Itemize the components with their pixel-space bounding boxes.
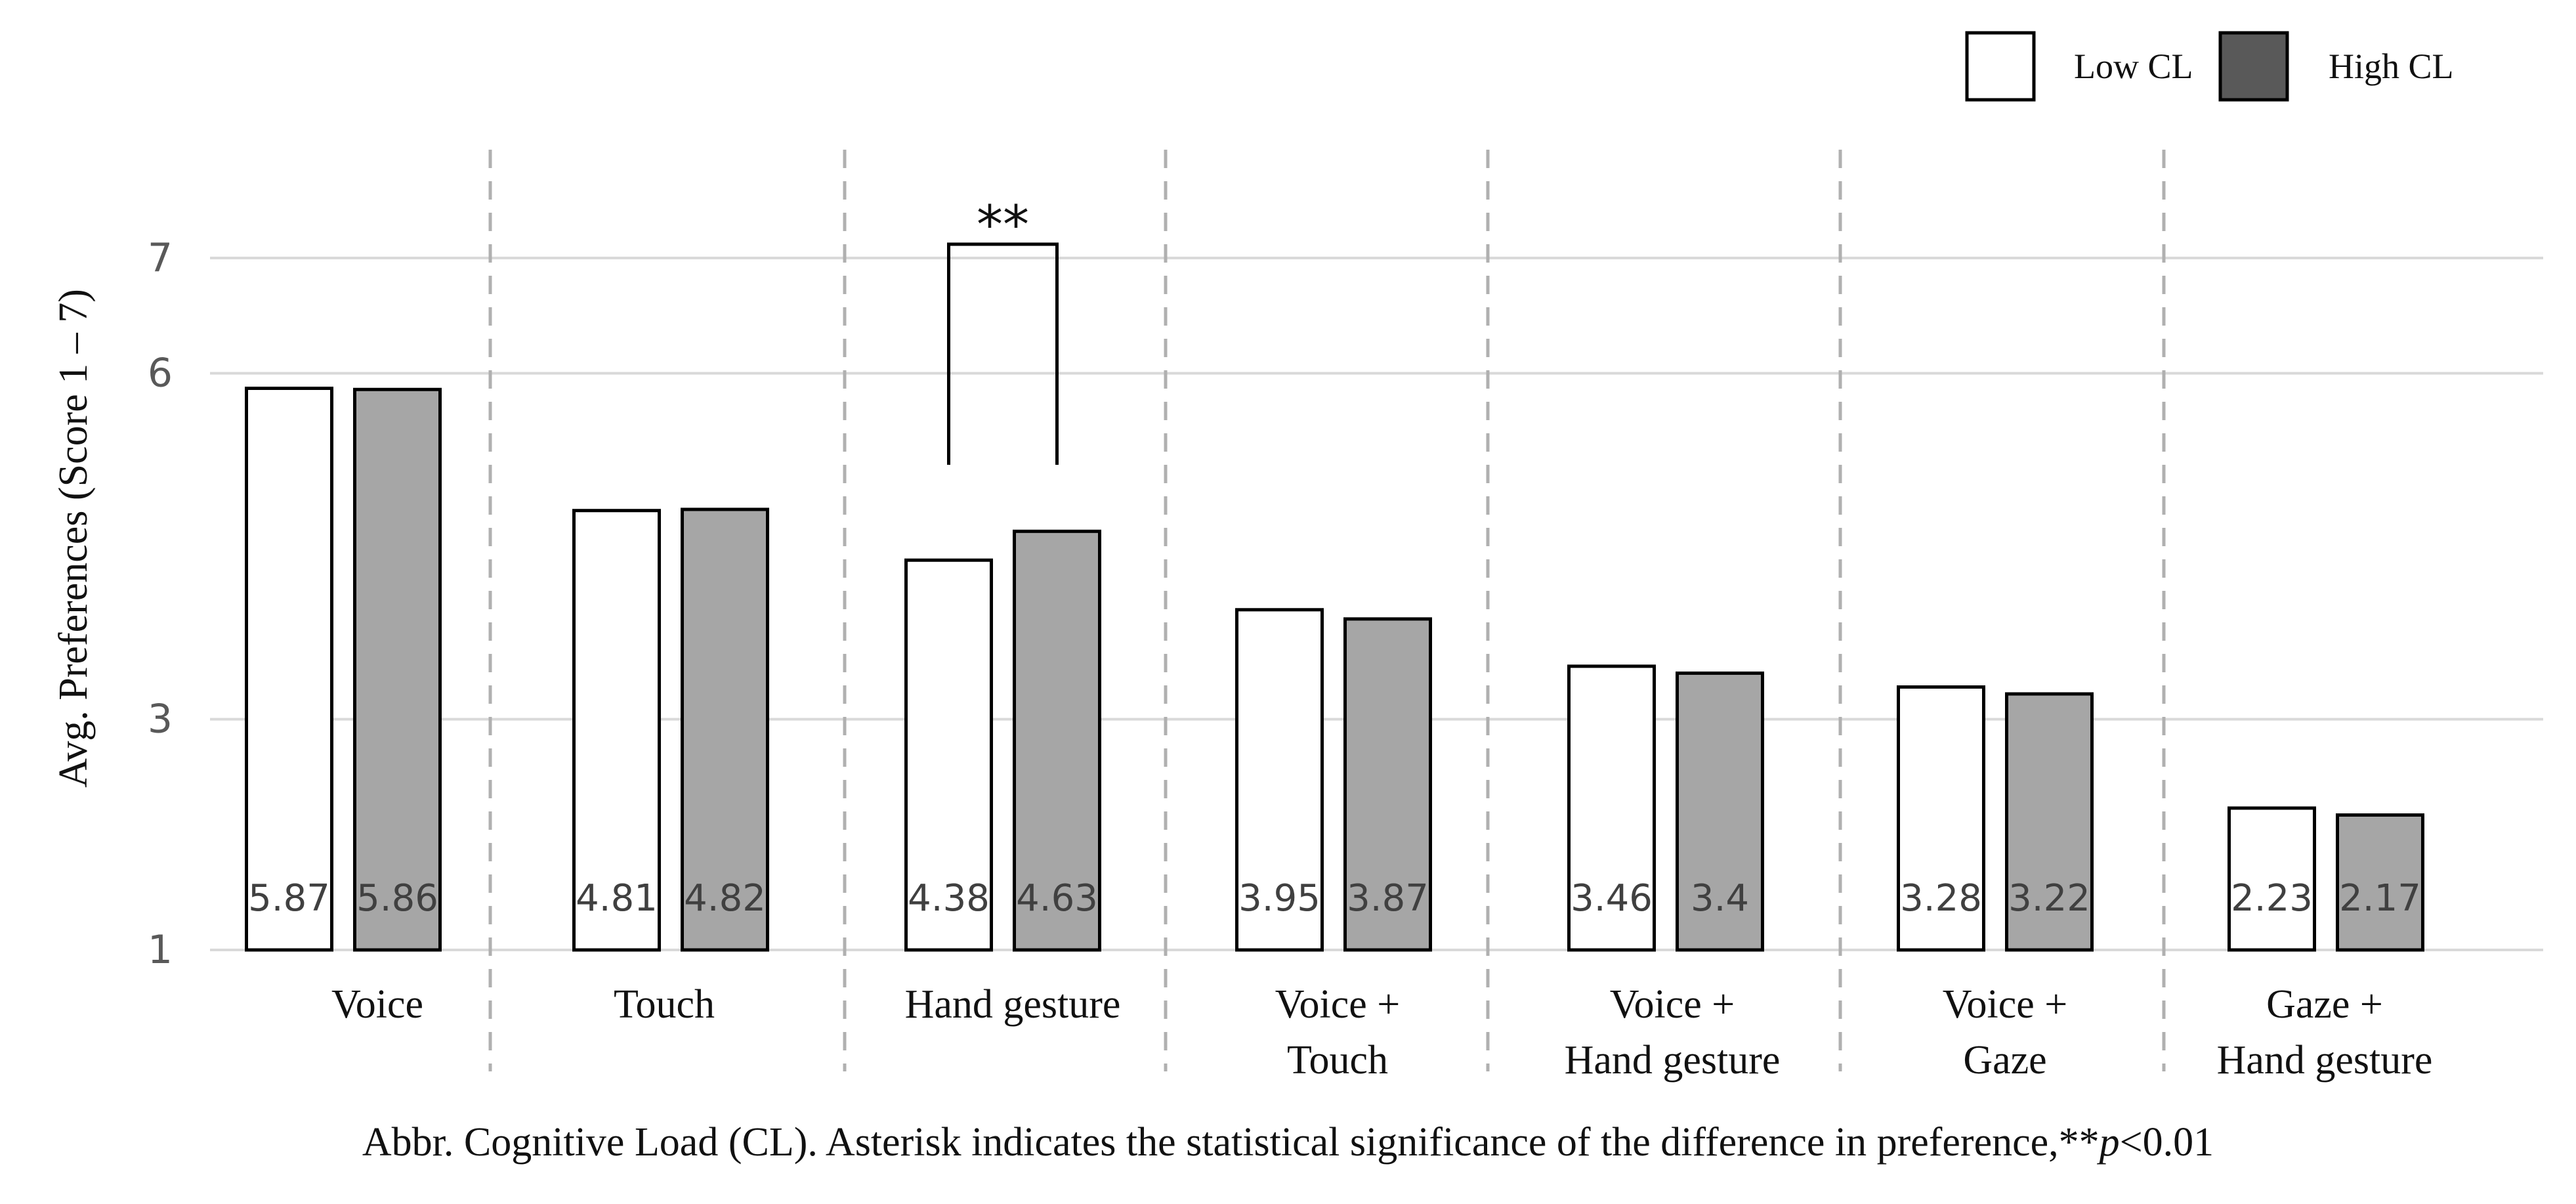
- bar-high-cl-0: [353, 387, 442, 952]
- caption-tail: <0.01: [2119, 1120, 2214, 1165]
- bar-high-cl-3: [1343, 617, 1432, 952]
- y-axis-ticks: 1 3 6 7: [148, 235, 173, 973]
- bar-low-cl-5: [1897, 685, 1985, 952]
- value-label: 3.22: [2008, 877, 2090, 920]
- value-label: 4.63: [1016, 877, 1098, 920]
- x-label-4-line-1: Hand gesture: [1565, 1038, 1781, 1083]
- y-tick-label: 6: [148, 351, 173, 397]
- bar-low-cl-1: [572, 509, 661, 952]
- x-label-0-line-0: Voice: [331, 982, 423, 1027]
- legend-swatch-high-cl: [2218, 31, 2289, 102]
- bar-high-cl-2: [1013, 529, 1101, 952]
- value-label: 3.95: [1238, 877, 1320, 920]
- x-label-4-line-0: Voice +: [1610, 982, 1735, 1027]
- chart-caption: Abbr. Cognitive Load (CL). Asterisk indi…: [0, 1119, 2576, 1166]
- x-label-6-line-1: Hand gesture: [2217, 1038, 2433, 1083]
- value-label: 5.87: [248, 877, 330, 920]
- bar-low-cl-6: [2228, 806, 2316, 952]
- value-labels: 5.87 4.81 4.38 3.95 3.46 3.28 2.23 5.86 4.82 4.63…: [248, 877, 2421, 920]
- x-label-3-line-0: Voice +: [1275, 982, 1401, 1027]
- y-tick-label: 7: [148, 235, 173, 281]
- bar-low-cl-0: [245, 387, 333, 952]
- category-separators: [488, 150, 2166, 1071]
- bar-low-cl-4: [1567, 664, 1656, 952]
- caption-main: Abbr. Cognitive Load (CL). Asterisk indi…: [362, 1120, 2100, 1165]
- bar-low-cl-3: [1235, 608, 1324, 952]
- x-axis-labels: Voice Touch Hand gesture Voice + Touch Voice …: [331, 982, 2432, 1083]
- value-label: 3.87: [1347, 877, 1429, 920]
- bar-high-cl-4: [1676, 671, 1764, 952]
- value-label: 4.82: [684, 877, 766, 920]
- value-label: 3.46: [1571, 877, 1653, 920]
- bar-high-cl-5: [2005, 692, 2094, 952]
- legend-label-high-cl: High CL: [2329, 47, 2454, 86]
- x-label-2-line-0: Hand gesture: [905, 982, 1121, 1027]
- value-label: 2.17: [2339, 877, 2421, 920]
- value-label: 4.38: [908, 877, 990, 920]
- x-label-1-line-0: Touch: [614, 982, 715, 1027]
- significance-bracket: [947, 242, 1059, 465]
- x-label-3-line-1: Touch: [1287, 1038, 1388, 1083]
- value-label: 2.23: [2231, 877, 2313, 920]
- legend-label-low-cl: Low CL: [2074, 47, 2193, 86]
- legend: Low CL High CL: [1965, 31, 2454, 102]
- x-label-6-line-0: Gaze +: [2266, 982, 2383, 1027]
- value-label: 5.86: [356, 877, 438, 920]
- x-label-5-line-1: Gaze: [1963, 1038, 2046, 1083]
- significance-annotations: **: [947, 194, 1059, 465]
- y-tick-label: 1: [148, 927, 173, 973]
- x-label-5-line-0: Voice +: [1943, 982, 2068, 1027]
- legend-swatch-low-cl: [1965, 31, 2036, 102]
- value-label: 3.28: [1900, 877, 1982, 920]
- value-label: 3.4: [1691, 877, 1749, 920]
- bars: [245, 387, 2424, 952]
- bar-high-cl-1: [681, 507, 769, 952]
- value-label: 4.81: [576, 877, 658, 920]
- bar-low-cl-2: [904, 558, 993, 952]
- y-tick-label: 3: [148, 697, 173, 742]
- significance-asterisks: **: [977, 194, 1029, 255]
- y-axis-label: Avg. Preferences (Score 1 – 7): [51, 289, 96, 788]
- caption-p-italic: p: [2099, 1120, 2120, 1165]
- bar-high-cl-6: [2336, 813, 2424, 952]
